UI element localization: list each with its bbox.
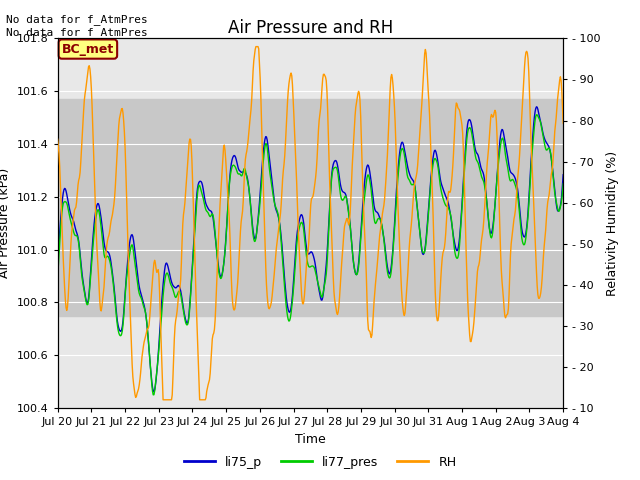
Text: BC_met: BC_met <box>62 43 114 56</box>
Y-axis label: Relativity Humidity (%): Relativity Humidity (%) <box>606 151 620 296</box>
Title: Air Pressure and RH: Air Pressure and RH <box>228 19 393 37</box>
Legend: li75_p, li77_pres, RH: li75_p, li77_pres, RH <box>179 451 461 474</box>
Bar <box>58 99 563 315</box>
Y-axis label: Air Pressure (kPa): Air Pressure (kPa) <box>0 168 12 278</box>
X-axis label: Time: Time <box>295 432 326 445</box>
Text: No data for f_AtmPres
No data for f_AtmPres: No data for f_AtmPres No data for f_AtmP… <box>6 14 148 38</box>
